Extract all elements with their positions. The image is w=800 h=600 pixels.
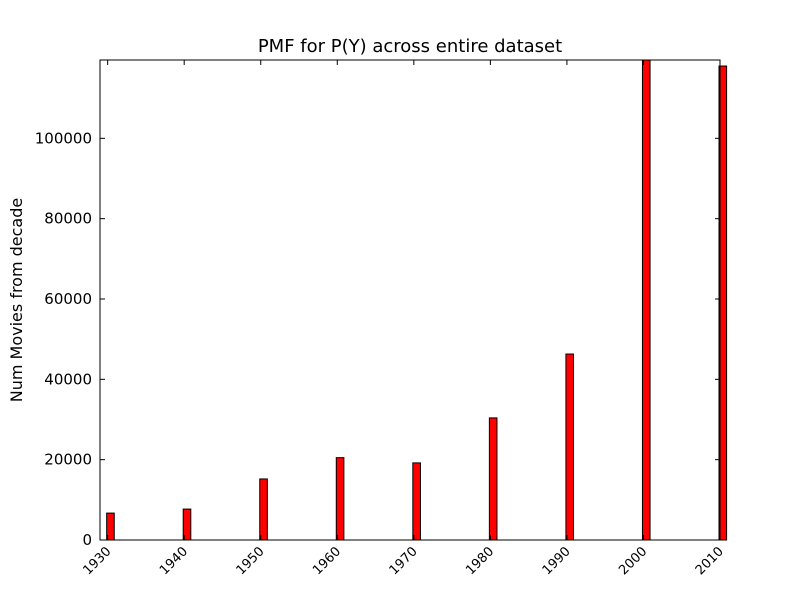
y-tick-label: 20000 bbox=[44, 451, 92, 469]
x-tick-label: 1930 bbox=[80, 544, 114, 578]
x-tick-label: 1950 bbox=[234, 544, 268, 578]
bar-2010 bbox=[718, 65, 728, 541]
x-tick-label: 1960 bbox=[310, 544, 344, 578]
y-tick-label: 100000 bbox=[35, 129, 92, 147]
bars-group bbox=[106, 59, 728, 541]
y-axis-label: Num Movies from decade bbox=[7, 198, 26, 402]
y-tick-label: 60000 bbox=[44, 290, 92, 308]
chart-title: PMF for P(Y) across entire dataset bbox=[258, 36, 562, 57]
y-tick-label: 80000 bbox=[44, 210, 92, 228]
x-tick-label: 1940 bbox=[157, 544, 191, 578]
bar-1990 bbox=[565, 353, 575, 541]
x-tick-label: 2010 bbox=[693, 544, 727, 578]
ticks-group: 1930 1940 1950 1960 1970 1980 1990 2000 2010 0 200… bbox=[35, 60, 727, 578]
bar-1950 bbox=[259, 478, 268, 541]
x-tick-label: 1990 bbox=[540, 544, 574, 578]
y-tick-label: 0 bbox=[82, 531, 92, 549]
bar-2000 bbox=[641, 59, 651, 541]
x-tick-label: 2000 bbox=[616, 544, 650, 578]
bar-1980 bbox=[488, 417, 498, 541]
plot-frame bbox=[99, 59, 721, 541]
bar-1960 bbox=[335, 457, 345, 541]
y-tick-label: 40000 bbox=[44, 370, 92, 388]
bar-1970 bbox=[412, 462, 421, 541]
x-tick-label: 1970 bbox=[387, 544, 421, 578]
x-tick-label: 1980 bbox=[463, 544, 497, 578]
